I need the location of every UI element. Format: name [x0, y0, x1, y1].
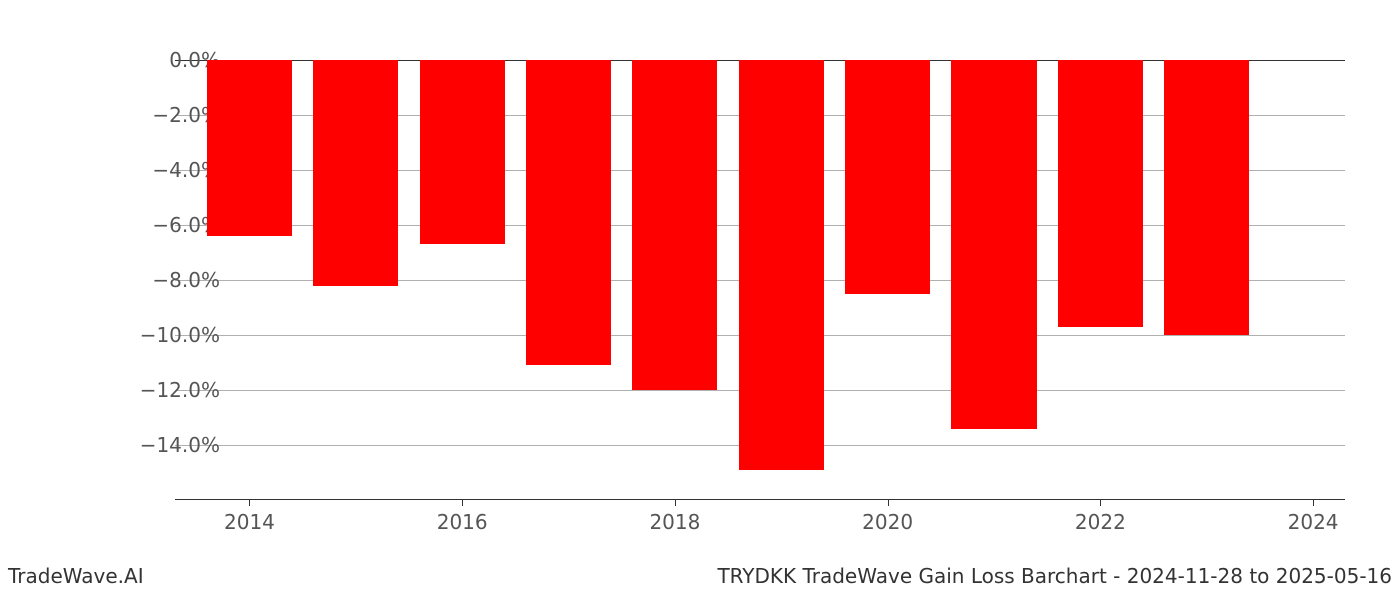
bar: [739, 60, 824, 470]
ytick-label: −2.0%: [100, 103, 220, 127]
bar: [526, 60, 611, 365]
xtick-label: 2024: [1288, 510, 1339, 534]
xtick-label: 2020: [862, 510, 913, 534]
xtick-mark: [888, 500, 889, 506]
ytick-label: −8.0%: [100, 268, 220, 292]
bar: [632, 60, 717, 390]
bar: [1058, 60, 1143, 327]
xtick-mark: [1313, 500, 1314, 506]
bar: [207, 60, 292, 236]
ytick-label: −6.0%: [100, 213, 220, 237]
footer-right-label: TRYDKK TradeWave Gain Loss Barchart - 20…: [717, 564, 1392, 588]
footer-left-label: TradeWave.AI: [8, 564, 144, 588]
bar: [420, 60, 505, 244]
xtick-mark: [462, 500, 463, 506]
xtick-label: 2016: [437, 510, 488, 534]
xtick-label: 2014: [224, 510, 275, 534]
xtick-label: 2018: [649, 510, 700, 534]
ytick-label: −4.0%: [100, 158, 220, 182]
ytick-label: −14.0%: [100, 433, 220, 457]
bar: [845, 60, 930, 294]
xtick-mark: [249, 500, 250, 506]
bar: [1164, 60, 1249, 335]
bar: [951, 60, 1036, 429]
bar: [313, 60, 398, 286]
xtick-label: 2022: [1075, 510, 1126, 534]
xtick-mark: [675, 500, 676, 506]
ytick-label: −12.0%: [100, 378, 220, 402]
ytick-label: 0.0%: [100, 48, 220, 72]
xtick-mark: [1100, 500, 1101, 506]
ytick-label: −10.0%: [100, 323, 220, 347]
